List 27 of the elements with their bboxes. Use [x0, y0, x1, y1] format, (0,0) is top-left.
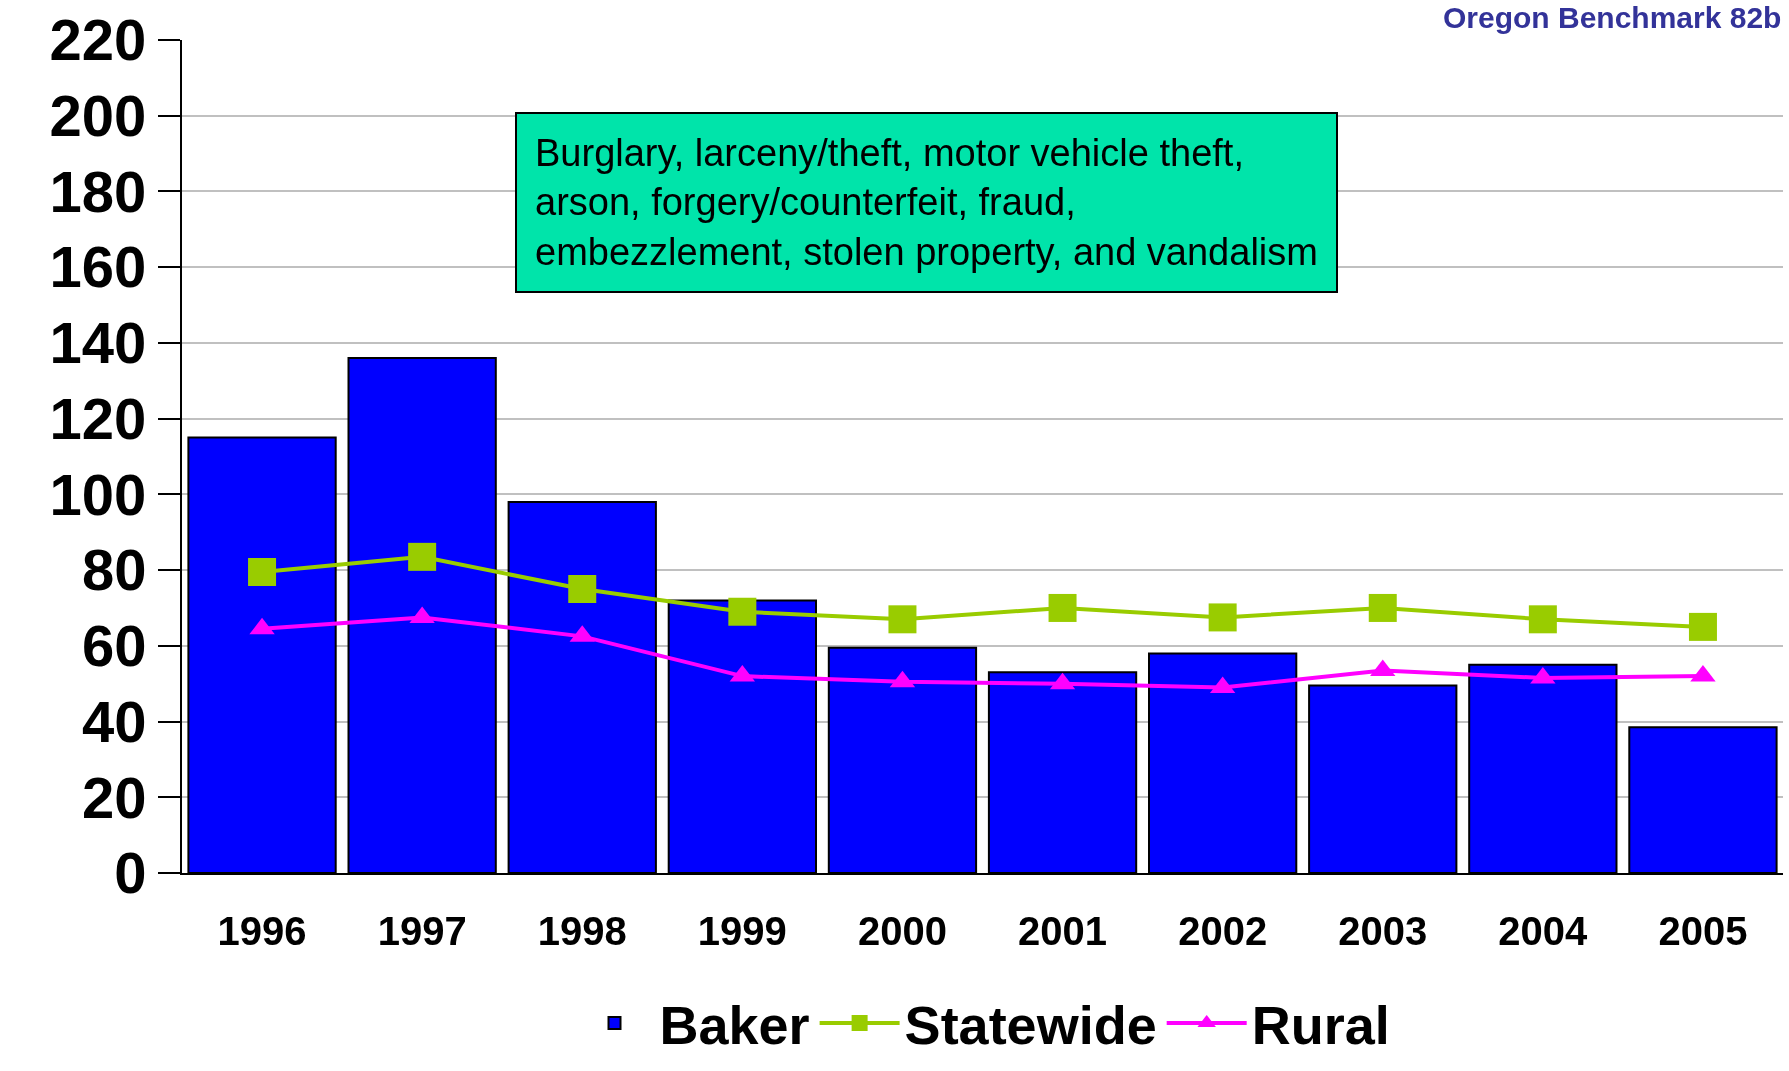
- text: Oregon Benchmark 82b: [1443, 1, 1782, 34]
- x-tick-label: 2004: [1498, 909, 1589, 953]
- y-tick-label: 80: [81, 537, 147, 603]
- x-tick-label: 2002: [1178, 909, 1268, 953]
- annotation: Burglary, larceny/theft, motor vehicle theft, arson, forgery/counterfeit, fraud, embezzlement, stolen property, and vandalism: [535, 132, 1318, 273]
- y-tick-label: 40: [81, 688, 147, 754]
- y-tick-label: 0: [114, 840, 147, 906]
- x-tick-label: 1999: [697, 909, 787, 953]
- legend-label: Rural: [1251, 994, 1390, 1055]
- x-tick-label: 2000: [857, 909, 947, 953]
- legend-label: Statewide: [904, 994, 1157, 1055]
- x-tick-label: 2001: [1018, 909, 1108, 953]
- y-tick-label: 180: [49, 158, 147, 224]
- x-tick-label: 2003: [1338, 909, 1428, 953]
- x-tick-label: 1997: [377, 909, 467, 953]
- y-tick-label: 100: [49, 461, 147, 527]
- y-tick-label: 20: [81, 764, 147, 830]
- x-tick-label: 2005: [1658, 909, 1748, 953]
- y-tick-label: 60: [81, 613, 147, 679]
- legend-label: Baker: [659, 994, 810, 1055]
- x-tick-label: 1996: [217, 909, 307, 953]
- x-tick-label: 1998: [537, 909, 627, 953]
- y-tick-label: 160: [49, 234, 147, 300]
- y-tick-label: 140: [49, 310, 147, 376]
- y-tick-label: 200: [49, 83, 147, 149]
- y-tick-label: 120: [49, 385, 147, 451]
- y-tick-label: 220: [49, 7, 147, 73]
